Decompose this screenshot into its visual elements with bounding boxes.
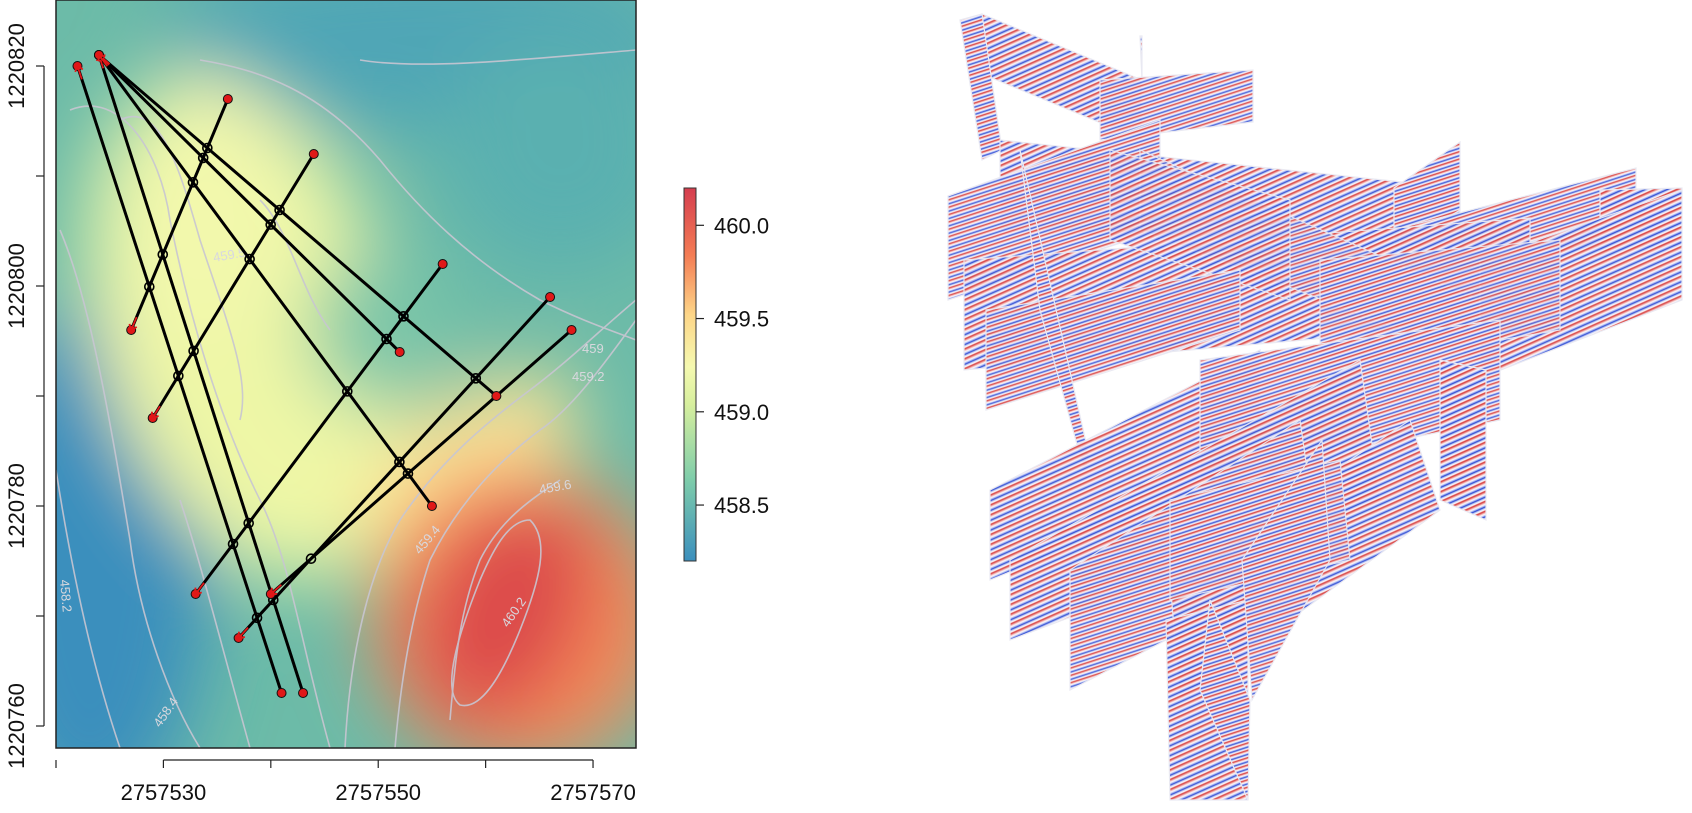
survey-line [97, 54, 434, 507]
radargram-panel [1139, 35, 1143, 81]
y-tick-label: 1220760 [4, 683, 29, 769]
line-direction-arrow [129, 316, 138, 333]
arrow-head [96, 53, 100, 62]
line-direction-arrow [193, 582, 205, 597]
x-axis: 2757530 2757550 2757570 [55, 759, 636, 805]
arrow-head [76, 63, 84, 71]
survey-line [97, 53, 401, 354]
survey-line [76, 65, 283, 694]
line-end-point [308, 149, 319, 159]
line-end-point [545, 292, 556, 302]
line-direction-arrow [76, 63, 83, 80]
arrow-head [97, 52, 106, 58]
crossing-marker [251, 612, 263, 624]
crossing-marker [402, 468, 414, 479]
crossing-marker [227, 538, 239, 550]
arrow-head [236, 631, 241, 640]
contour-label: 459.6 [538, 477, 573, 497]
crossing-marker [305, 553, 317, 564]
fence-diagram [947, 13, 1683, 801]
line-direction-arrow [268, 584, 282, 596]
contour-label: 459.2 [572, 369, 605, 384]
crossing-marker [173, 370, 184, 382]
arrow-head [128, 323, 132, 332]
line-end-point [491, 391, 502, 401]
arrow-head [269, 592, 278, 597]
arrow-head [129, 326, 138, 333]
survey-line [151, 153, 316, 419]
line-end-point [222, 94, 233, 104]
arrow-head [151, 414, 160, 421]
line-end-point [394, 347, 405, 357]
crossing-marker [187, 177, 199, 188]
contour-label: 459.5 [212, 245, 247, 265]
y-tick-label: 1220800 [4, 243, 29, 329]
arrow-head [268, 587, 273, 596]
colorbar: 458.5 459.0 459.5 460.0 [683, 187, 769, 562]
survey-line [97, 53, 498, 398]
contour-label: 459 [582, 341, 604, 356]
crossing-marker [342, 386, 353, 397]
colorbar-tick-label: 459.0 [714, 400, 769, 425]
contour-label: 458.2 [57, 579, 75, 613]
crossing-marker [202, 142, 213, 154]
arrow-head [193, 587, 197, 596]
crossing-marker [188, 345, 199, 357]
colorbar-ramp [683, 187, 697, 562]
arrow-head [236, 636, 246, 641]
arrow-head [74, 63, 78, 73]
line-end-point [276, 688, 287, 698]
line-end-point [298, 688, 309, 698]
y-tick-label: 1220780 [4, 463, 29, 549]
survey-line [269, 328, 573, 596]
survey-line [97, 54, 305, 694]
crossing-marker [394, 456, 405, 468]
colorbar-tick-label: 458.5 [714, 493, 769, 518]
line-direction-arrow [150, 405, 161, 421]
arrow-head [194, 591, 203, 597]
survey-lines [72, 50, 577, 698]
line-direction-arrow [97, 52, 109, 67]
y-axis: 1220760 1220780 1220800 1220820 [4, 23, 45, 769]
map-panel: 459.5 459 459.2 459.6 459.4 458.2 458.4 … [4, 0, 637, 805]
radargram-panel [1199, 599, 1251, 801]
x-tick-label: 2757570 [550, 780, 636, 805]
line-end-point [566, 325, 577, 335]
x-tick-label: 2757530 [121, 780, 207, 805]
radargram-panel [1109, 149, 1291, 301]
line-end-point [426, 501, 437, 511]
radargram-panel [1241, 438, 1331, 703]
crossing-marker [381, 333, 392, 345]
radargram-panel [1439, 359, 1487, 521]
survey-line [237, 295, 552, 640]
crossing-marker [197, 152, 209, 164]
colorbar-tick-label: 459.5 [714, 307, 769, 332]
line-direction-arrow [236, 627, 249, 641]
line-end-point [437, 259, 448, 269]
radargram-panel [1099, 69, 1254, 141]
crossing-marker [265, 219, 276, 230]
colorbar-ticks: 458.5 459.0 459.5 460.0 [696, 213, 769, 518]
plot-frame [55, 0, 637, 749]
crossing-marker [274, 204, 285, 216]
y-tick-label: 1220820 [4, 23, 29, 109]
contour-lines [56, 49, 636, 748]
crossing-marker [144, 281, 155, 292]
colorbar-tick-label: 460.0 [714, 213, 769, 238]
crossing-marker [398, 311, 409, 322]
crossing-marker [157, 249, 169, 260]
crossing-marker [243, 517, 254, 529]
crossing-marker [244, 253, 255, 265]
crossing-marker [470, 373, 482, 384]
survey-line [194, 263, 444, 595]
x-tick-label: 2757550 [335, 780, 421, 805]
